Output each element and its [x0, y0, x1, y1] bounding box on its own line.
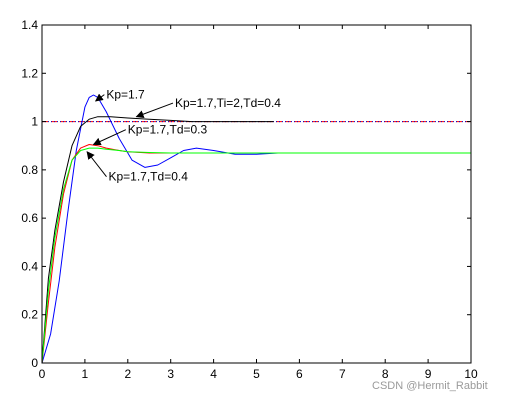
y-tick-label: 1.2 [21, 66, 38, 80]
axes-background [42, 25, 471, 363]
x-tick-label: 1 [82, 367, 89, 381]
x-tick-label: 8 [382, 367, 389, 381]
y-tick-label: 1.4 [21, 18, 38, 32]
x-tick-label: 9 [425, 367, 432, 381]
ticks-layer: 0 1 2 3 4 5 6 7 8 9 10 0 0.2 0.4 0.6 0.8 1 1.2 1.4 [21, 18, 478, 381]
annotation-label: Kp=1.7,Ti=2,Td=0.4 [175, 96, 281, 110]
series-line-1 [41, 94, 334, 364]
x-tick-label: 5 [253, 367, 260, 381]
x-tick-label: 7 [339, 367, 346, 381]
x-tick-label: 0 [39, 367, 46, 381]
annotation-label: Kp=1.7,Td=0.3 [128, 123, 208, 137]
annotation-label: Kp=1.7 [106, 88, 145, 102]
x-tick-label: 3 [167, 367, 174, 381]
y-tick-label: 0.8 [21, 163, 38, 177]
y-tick-label: 1 [31, 115, 38, 129]
series-line-2 [41, 116, 274, 364]
annotation-arrow [92, 129, 127, 146]
x-tick-label: 6 [296, 367, 303, 381]
y-tick-label: 0.2 [21, 308, 38, 322]
annotation-arrow [86, 151, 107, 178]
annotation-label: Kp=1.7,Td=0.4 [108, 170, 188, 184]
y-tick-label: 0.4 [21, 259, 38, 273]
series-layer [41, 94, 471, 364]
annotation-layer: Kp=1.7 Kp=1.7,Ti=2,Td=0.4 Kp=1.7,Td=0.3 Kp=… [86, 88, 281, 184]
x-tick-label: 10 [464, 367, 478, 381]
x-tick-label: 4 [210, 367, 217, 381]
y-tick-label: 0.6 [21, 211, 38, 225]
y-tick-label: 0 [31, 356, 38, 370]
series-line-4 [41, 147, 471, 364]
annotation-arrow [135, 102, 174, 118]
watermark-text: CSDN @Hermit_Rabbit [372, 380, 488, 392]
annotation-arrow [94, 93, 105, 102]
x-tick-label: 2 [124, 367, 131, 381]
